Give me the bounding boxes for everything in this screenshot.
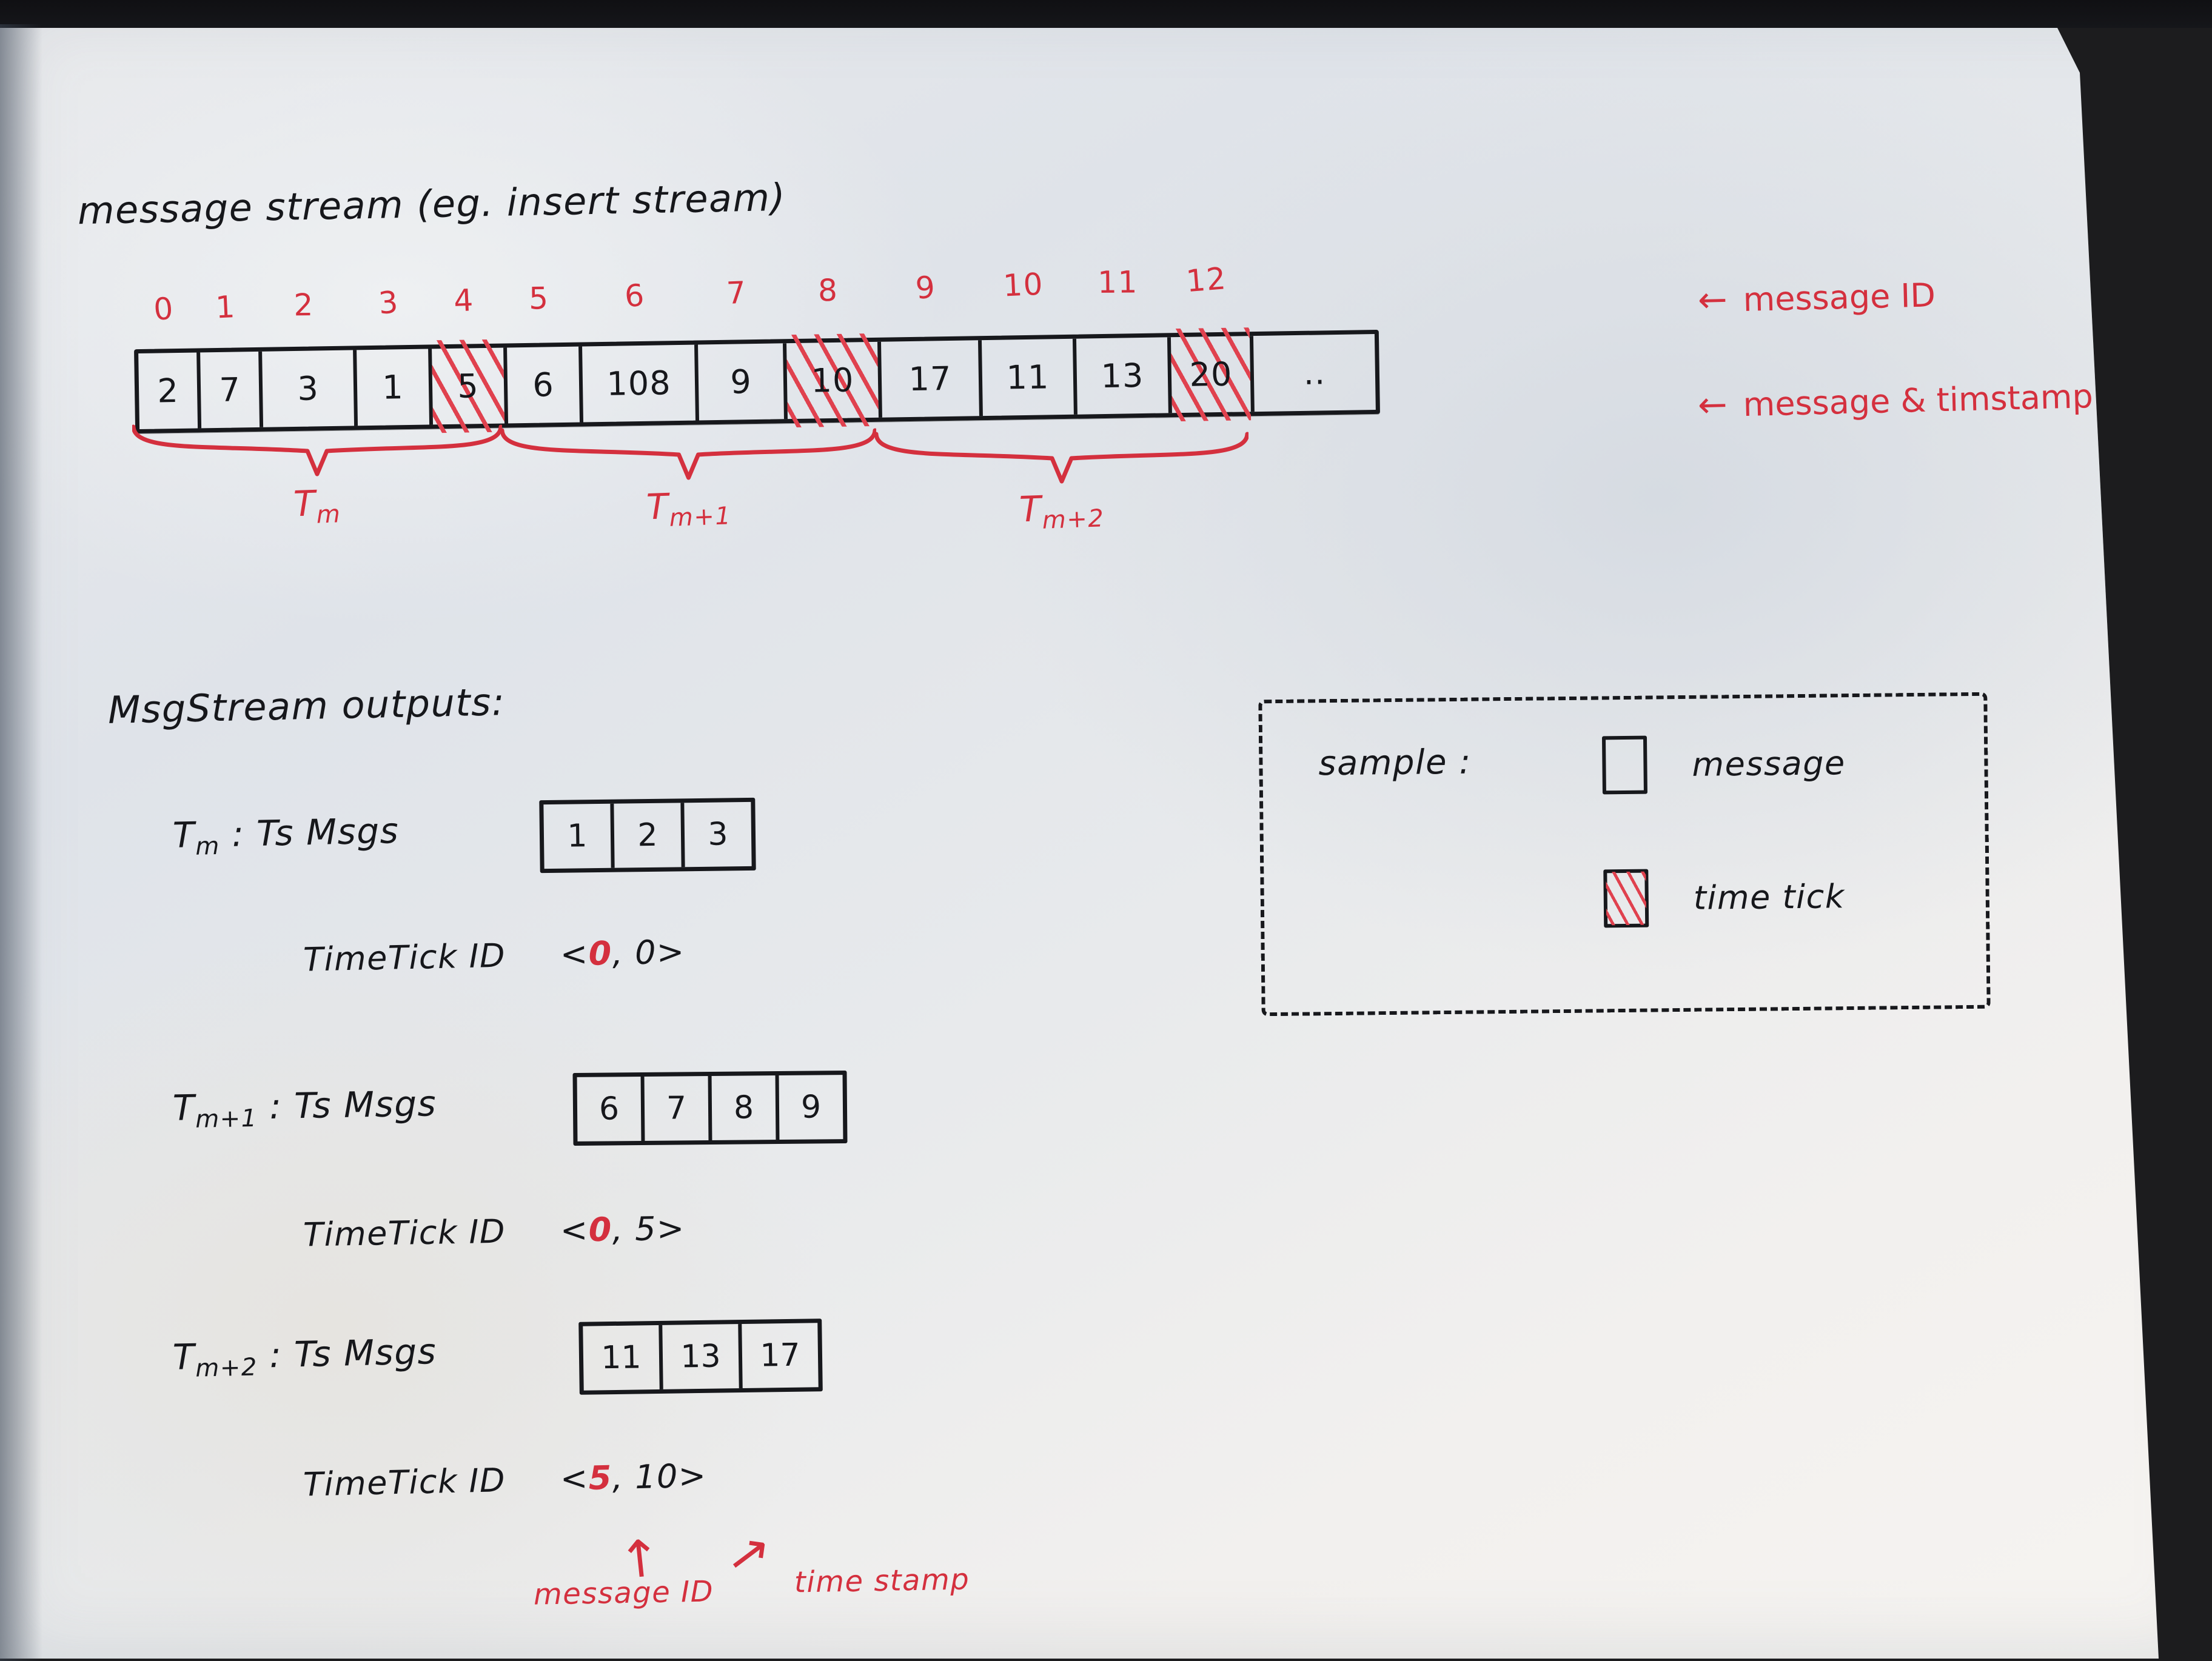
- timetick-message-id: 0: [588, 1210, 613, 1249]
- output-row-label-tail: : Ts Msgs: [256, 1083, 437, 1128]
- timetick-close: >: [656, 1209, 686, 1248]
- brace-Tm+1: [500, 428, 877, 485]
- message-swatch-icon: [1601, 735, 1647, 795]
- output-row-label-tail: : Ts Msgs: [256, 1331, 437, 1376]
- timetick-close: >: [656, 932, 686, 972]
- paper-shadow-left: [0, 24, 42, 1661]
- output-row-label-tail: : Ts Msgs: [219, 810, 400, 855]
- legend-item-timetick: time tick: [1603, 867, 1845, 928]
- output-msg-cell: 3: [708, 816, 728, 853]
- timetick-open: <: [560, 1459, 589, 1498]
- output-row-label-base: T: [172, 814, 196, 856]
- desk-background-top: [0, 0, 2212, 28]
- diagonal-arrow-icon: ↗: [723, 1520, 774, 1586]
- output-msg-cell: 7: [644, 1075, 712, 1141]
- output-msg-cell: 8: [711, 1075, 780, 1140]
- output-msg-cell: 9: [800, 1089, 822, 1126]
- timetick-timestamp: 0: [634, 933, 657, 972]
- legend-item-timetick-label: time tick: [1693, 877, 1845, 917]
- pointer-label-timestamp: time stamp: [794, 1562, 970, 1600]
- output-row-label-0: Tm : Ts Msgs: [172, 810, 400, 861]
- timetick-message-id: 5: [588, 1458, 613, 1497]
- legend-item-message-label: message: [1692, 743, 1846, 784]
- output-msg-cell: 11: [583, 1325, 663, 1391]
- output-timetick-id-1: TimeTick ID <0, 5>: [303, 1209, 685, 1254]
- legend-sample-box: sample : message time tick: [1258, 692, 1991, 1017]
- output-row-label-sub: m+1: [195, 1104, 258, 1134]
- output-row-label-base: T: [172, 1087, 196, 1129]
- output-msg-cell: 6: [577, 1076, 645, 1141]
- output-msg-cell: 17: [759, 1337, 800, 1374]
- timetick-comma: ,: [612, 934, 635, 972]
- timetick-open: <: [560, 1211, 589, 1250]
- output-row-label-1: Tm+1 : Ts Msgs: [172, 1083, 437, 1134]
- timetick-open: <: [560, 934, 589, 974]
- timetick-timestamp: 10: [634, 1457, 679, 1497]
- output-msg-cell: 1: [543, 803, 615, 869]
- output-row-label-base: T: [172, 1336, 196, 1378]
- timetick-label: TimeTick ID: [303, 1212, 506, 1254]
- timetick-close: >: [678, 1456, 708, 1496]
- timetick-label: TimeTick ID: [303, 1460, 506, 1504]
- output-msg-cell: 2: [614, 803, 685, 868]
- timetick-message-id: 0: [588, 934, 613, 973]
- brace-Tm: [131, 424, 503, 481]
- output-row-label-sub: m: [195, 832, 221, 861]
- brace-Tm+2: [874, 432, 1250, 489]
- output-timetick-id-2: TimeTick ID <5, 10>: [303, 1456, 707, 1503]
- output-row-label-2: Tm+2 : Ts Msgs: [172, 1331, 437, 1383]
- timetick-comma: ,: [612, 1458, 635, 1497]
- timetick-timestamp: 5: [634, 1209, 657, 1248]
- legend-item-message: message: [1601, 734, 1846, 795]
- pointer-label-message-id: message ID: [533, 1574, 714, 1612]
- output-timetick-id-0: TimeTick ID <0, 0>: [303, 932, 685, 978]
- timetick-comma: ,: [612, 1209, 635, 1249]
- legend-title: sample :: [1318, 742, 1472, 784]
- timetick-swatch-icon: [1603, 869, 1649, 928]
- output-msg-cell: 13: [662, 1324, 743, 1389]
- output-row-label-sub: m+2: [195, 1353, 258, 1383]
- timetick-label: TimeTick ID: [303, 936, 506, 979]
- output-ts-msgs-box-2: 11 13 17: [578, 1318, 823, 1395]
